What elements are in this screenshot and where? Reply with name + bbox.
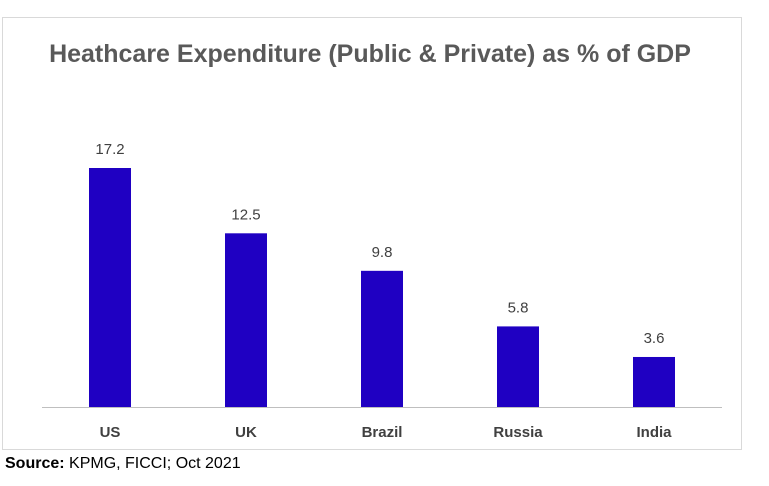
bar-uk [225,233,267,407]
data-label-us: 17.2 [95,141,124,158]
source-note: Source: KPMG, FICCI; Oct 2021 [5,455,241,473]
data-label-india: 3.6 [644,330,665,347]
data-label-uk: 12.5 [231,206,260,223]
chart-title: Heathcare Expenditure (Public & Private)… [49,40,691,68]
x-tick-label-uk: UK [235,424,257,441]
source-text: KPMG, FICCI; Oct 2021 [64,455,241,472]
x-tick-label-us: US [100,424,121,441]
source-label: Source: [5,455,65,472]
x-tick-label-russia: Russia [493,424,543,441]
x-tick-label-brazil: Brazil [362,424,403,441]
bar-us [89,168,131,407]
bar-india [633,356,675,407]
bar-brazil [361,270,403,407]
data-label-russia: 5.8 [508,299,529,316]
data-label-brazil: 9.8 [372,244,393,261]
x-tick-label-india: India [636,424,672,441]
bar-russia [497,326,539,407]
